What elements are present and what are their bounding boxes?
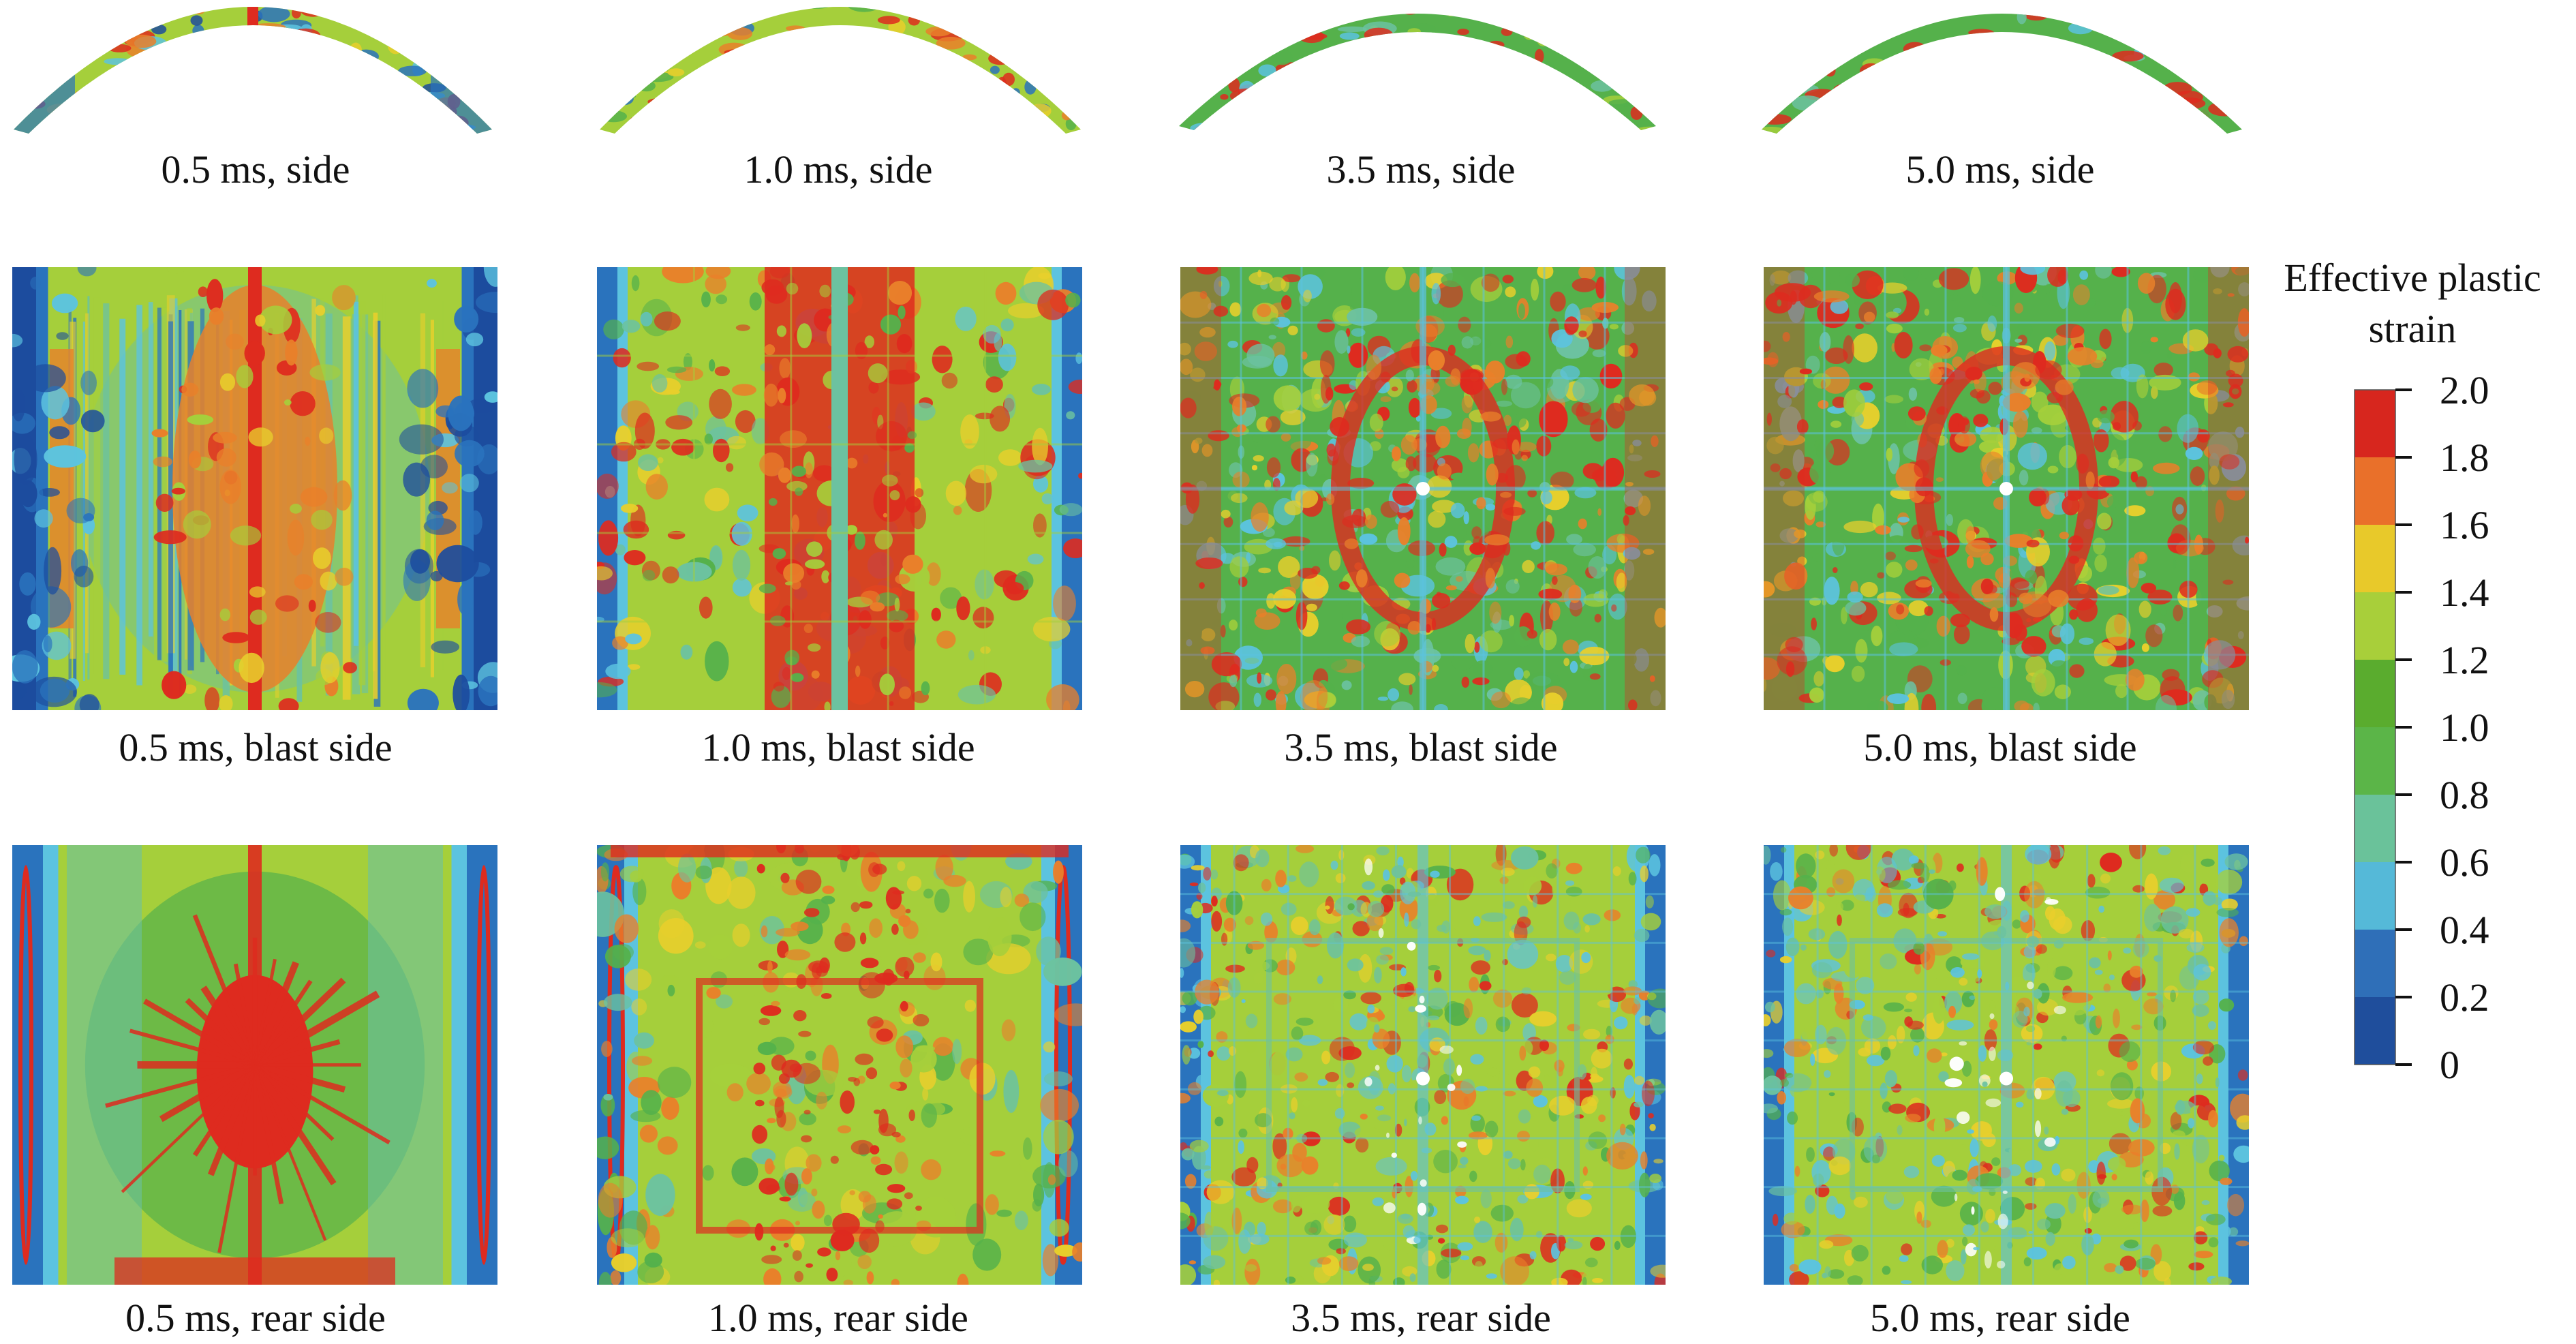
label-rear-1-0ms: 1.0 ms, rear side (708, 1296, 968, 1340)
arc-panel-a05 (14, 7, 492, 134)
legend-tick-label: 1.2 (2440, 638, 2489, 682)
legend-title-line2: strain (2368, 307, 2457, 352)
legend-tick-label: 1.8 (2440, 436, 2489, 480)
legend-title-line1: Effective plastic (2284, 256, 2541, 300)
contour-panel-b10 (597, 267, 1082, 710)
legend-tick-label: 1.0 (2440, 705, 2489, 750)
contour-panel-r50 (1764, 845, 2249, 1285)
legend-color-band (2355, 592, 2395, 660)
legend-title: Effective plastic strain (2256, 252, 2569, 355)
legend-tick-label: 2.0 (2440, 368, 2489, 412)
label-side-0-5ms: 0.5 ms, side (161, 147, 350, 192)
label-blast-3-5ms: 3.5 ms, blast side (1284, 725, 1558, 769)
contour-panel-r05 (12, 845, 497, 1285)
legend-color-band (2355, 727, 2395, 795)
contour-panel-r35 (1180, 845, 1666, 1285)
legend-tick-label: 1.6 (2440, 503, 2489, 547)
legend-tick-label: 0.6 (2440, 840, 2489, 885)
legend-color-band (2355, 795, 2395, 862)
arc-panel-a35 (1179, 14, 1656, 130)
label-side-3-5ms: 3.5 ms, side (1326, 147, 1516, 192)
legend-color-band (2355, 660, 2395, 727)
legend-color-band (2355, 930, 2395, 997)
label-blast-1-0ms: 1.0 ms, blast side (701, 725, 975, 769)
label-side-1-0ms: 1.0 ms, side (743, 147, 933, 192)
label-rear-0-5ms: 0.5 ms, rear side (125, 1296, 386, 1340)
arc-panel-a50 (1762, 14, 2242, 134)
legend-tick-label: 0.4 (2440, 908, 2489, 952)
legend-color-band (2355, 862, 2395, 930)
contour-panel-b05 (12, 267, 497, 710)
legend-color-band (2355, 997, 2395, 1065)
label-blast-5-0ms: 5.0 ms, blast side (1863, 725, 2137, 769)
legend-tick-label: 1.4 (2440, 570, 2489, 615)
legend-tick-label: 0.2 (2440, 975, 2489, 1020)
legend-color-band (2355, 457, 2395, 525)
contour-panel-r10 (597, 845, 1082, 1285)
legend-color-band (2355, 390, 2395, 457)
contour-panel-b50 (1764, 267, 2249, 710)
legend-color-band (2355, 525, 2395, 592)
legend-tick-label: 0.8 (2440, 773, 2489, 817)
arc-panel-a10 (600, 7, 1081, 134)
label-rear-3-5ms: 3.5 ms, rear side (1291, 1296, 1551, 1340)
label-rear-5-0ms: 5.0 ms, rear side (1870, 1296, 2130, 1340)
legend-tick-label: 0 (2440, 1043, 2459, 1087)
label-side-5-0ms: 5.0 ms, side (1905, 147, 2095, 192)
contour-panel-b35 (1180, 267, 1666, 710)
label-blast-0-5ms: 0.5 ms, blast side (119, 725, 393, 769)
